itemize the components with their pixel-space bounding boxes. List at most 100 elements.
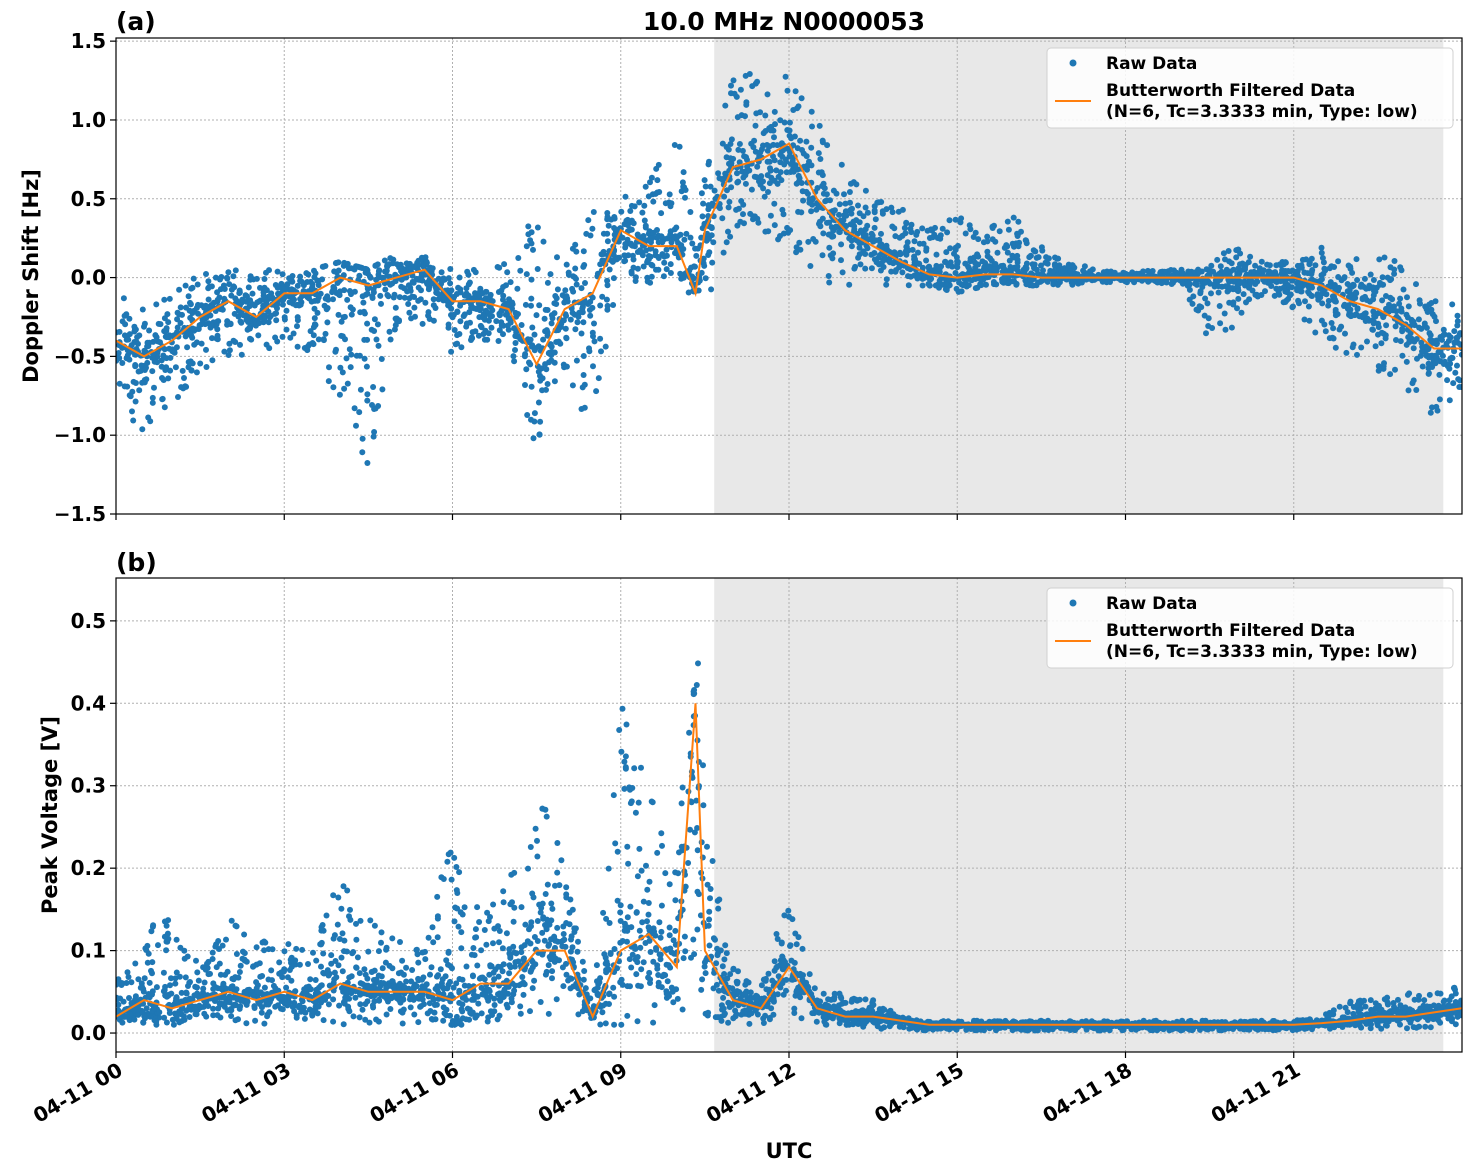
raw-data-point bbox=[430, 939, 437, 946]
raw-data-point bbox=[326, 364, 332, 371]
raw-data-point bbox=[1409, 320, 1416, 327]
raw-data-point bbox=[359, 1006, 366, 1013]
raw-data-point bbox=[677, 231, 684, 238]
raw-data-point bbox=[205, 958, 212, 965]
raw-data-point bbox=[487, 962, 494, 969]
raw-data-point bbox=[838, 161, 845, 168]
raw-data-point bbox=[150, 922, 157, 929]
raw-data-point bbox=[1267, 278, 1274, 285]
raw-data-point bbox=[657, 934, 664, 941]
raw-data-point bbox=[238, 351, 245, 358]
raw-data-point bbox=[359, 449, 366, 456]
raw-data-point bbox=[320, 337, 327, 344]
raw-data-point bbox=[628, 242, 635, 249]
raw-data-point bbox=[701, 262, 708, 269]
raw-data-point bbox=[281, 286, 288, 293]
raw-data-point bbox=[485, 330, 492, 337]
raw-data-point bbox=[523, 243, 530, 250]
raw-data-point bbox=[1296, 300, 1302, 307]
raw-data-point bbox=[777, 117, 784, 124]
raw-data-point bbox=[1448, 354, 1455, 361]
raw-data-point bbox=[548, 320, 555, 327]
raw-data-point bbox=[560, 931, 567, 937]
raw-data-point bbox=[286, 299, 293, 306]
raw-data-point bbox=[551, 349, 558, 356]
raw-data-point bbox=[174, 1012, 180, 1019]
raw-data-point bbox=[1398, 267, 1405, 274]
raw-data-point bbox=[432, 305, 439, 311]
raw-data-point bbox=[528, 383, 535, 390]
raw-data-point bbox=[515, 255, 522, 261]
raw-data-point bbox=[294, 343, 301, 350]
raw-data-point bbox=[665, 946, 672, 953]
raw-data-point bbox=[1347, 313, 1354, 320]
raw-data-point bbox=[519, 974, 526, 980]
raw-data-point bbox=[610, 302, 617, 308]
raw-data-point bbox=[1209, 325, 1216, 331]
raw-data-point bbox=[1434, 407, 1441, 414]
raw-data-point bbox=[135, 976, 142, 983]
raw-data-point bbox=[518, 949, 525, 956]
raw-data-point bbox=[350, 1013, 357, 1020]
raw-data-point bbox=[851, 265, 858, 272]
raw-data-point bbox=[203, 271, 209, 277]
raw-data-point bbox=[126, 331, 133, 338]
raw-data-point bbox=[937, 232, 944, 239]
raw-data-point bbox=[466, 279, 473, 286]
raw-data-point bbox=[1370, 277, 1377, 283]
raw-data-point bbox=[527, 968, 534, 975]
raw-data-point bbox=[396, 294, 403, 301]
raw-data-point bbox=[792, 164, 799, 170]
raw-data-point bbox=[819, 252, 826, 259]
raw-data-point bbox=[553, 996, 560, 1003]
raw-data-point bbox=[710, 239, 717, 246]
raw-data-point bbox=[1353, 256, 1360, 263]
raw-data-point bbox=[444, 985, 451, 992]
raw-data-point bbox=[288, 286, 295, 293]
raw-data-point bbox=[814, 185, 821, 191]
raw-data-point bbox=[233, 297, 240, 304]
raw-data-point bbox=[523, 366, 530, 373]
raw-data-point bbox=[120, 998, 127, 1005]
raw-data-point bbox=[1301, 269, 1308, 276]
raw-data-point bbox=[545, 350, 552, 357]
raw-data-point bbox=[645, 900, 652, 906]
raw-data-point bbox=[614, 848, 621, 855]
raw-data-point bbox=[167, 367, 174, 374]
raw-data-point bbox=[472, 1014, 479, 1021]
raw-data-point bbox=[375, 972, 382, 979]
raw-data-point bbox=[663, 961, 670, 968]
raw-data-point bbox=[808, 108, 815, 115]
raw-data-point bbox=[178, 989, 185, 996]
raw-data-point bbox=[771, 200, 778, 207]
raw-data-point bbox=[1281, 278, 1288, 284]
raw-data-point bbox=[412, 313, 418, 320]
raw-data-point bbox=[699, 213, 706, 220]
raw-data-point bbox=[605, 222, 612, 229]
raw-data-point bbox=[797, 137, 804, 144]
raw-data-point bbox=[1350, 341, 1357, 348]
raw-data-point bbox=[351, 405, 358, 412]
raw-data-point bbox=[454, 332, 461, 339]
raw-data-point bbox=[630, 256, 637, 263]
raw-data-point bbox=[235, 1016, 241, 1023]
raw-data-point bbox=[259, 1004, 265, 1011]
raw-data-point bbox=[556, 957, 562, 964]
raw-data-point bbox=[214, 332, 221, 339]
raw-data-point bbox=[216, 946, 222, 952]
raw-data-point bbox=[299, 293, 306, 299]
raw-data-point bbox=[535, 399, 542, 406]
raw-data-point bbox=[883, 242, 890, 249]
raw-data-point bbox=[463, 963, 470, 970]
raw-data-point bbox=[534, 266, 541, 272]
raw-data-point bbox=[872, 237, 879, 244]
raw-data-point bbox=[324, 967, 331, 974]
raw-data-point bbox=[904, 239, 911, 246]
raw-data-point bbox=[185, 293, 192, 300]
raw-data-point bbox=[278, 969, 285, 976]
raw-data-point bbox=[570, 288, 577, 295]
raw-data-point bbox=[530, 894, 537, 901]
raw-data-point bbox=[209, 302, 216, 309]
raw-data-point bbox=[116, 355, 123, 362]
raw-data-point bbox=[125, 336, 132, 343]
